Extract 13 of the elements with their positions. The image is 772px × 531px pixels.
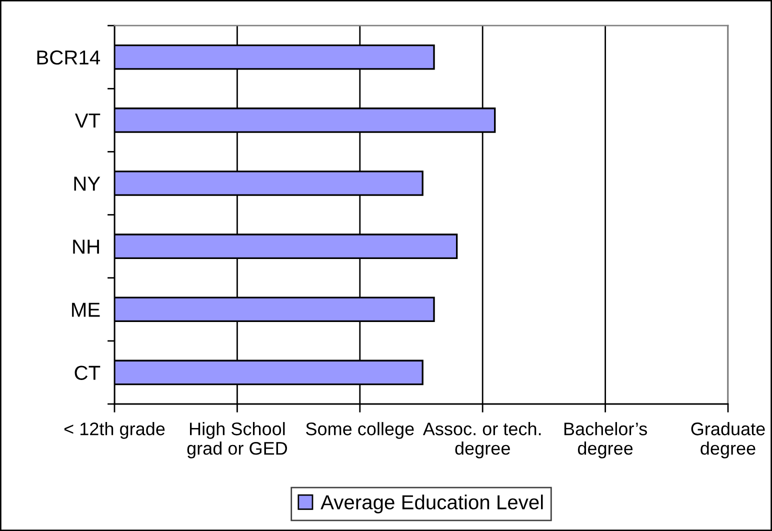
y-tick-label: ME <box>72 302 100 317</box>
y-tick-label: BCR14 <box>37 50 100 65</box>
y-tick-label: VT <box>74 114 100 128</box>
text: < 12th grade <box>64 422 165 439</box>
y-tick-label: NH <box>73 240 99 254</box>
legend-label: Average Education Level <box>320 494 543 514</box>
text: Bachelor’s degree <box>564 422 647 458</box>
text: Graduate degree <box>691 422 765 458</box>
text: Assoc. or tech. degree <box>422 422 541 458</box>
y-tick-label: CT <box>74 366 100 380</box>
text: Some college <box>306 422 414 439</box>
y-tick-label: NY <box>74 176 100 191</box>
text: High School grad or GED <box>187 422 288 458</box>
